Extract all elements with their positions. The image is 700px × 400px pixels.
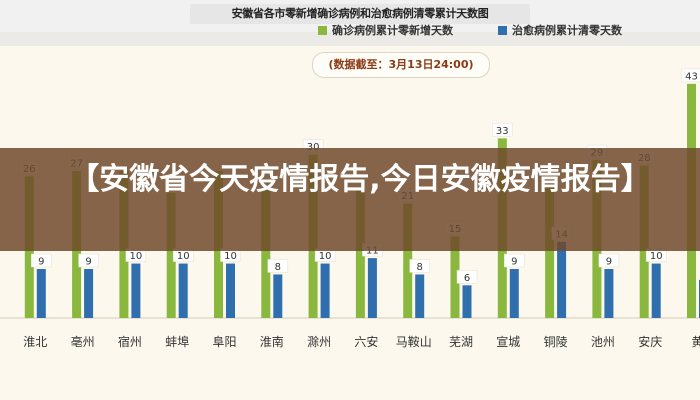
- x-tick-label-滁州: 滁州: [307, 334, 331, 349]
- x-tick-label-六安: 六安: [354, 334, 378, 349]
- bar-cured-芜湖: [462, 285, 472, 318]
- x-tick-label-宣城: 宣城: [496, 334, 520, 349]
- bar-cured-阜阳: [226, 263, 235, 318]
- data-label-cured-芜湖: 6: [464, 273, 470, 284]
- legend-label-confirmed: 确诊病例累计零新增天数: [332, 24, 453, 37]
- bar-cured-安庆: [651, 263, 661, 318]
- bar-cured-铜陵: [557, 241, 567, 318]
- data-label-box-cured-宣城: [504, 253, 525, 268]
- headline-text: 【安徽省今天疫情报告,今日安徽疫情报告】: [69, 162, 651, 197]
- x-tick-label-黄山: 黄: [691, 335, 700, 349]
- x-tick-label-芜湖: 芜湖: [449, 334, 473, 349]
- data-label-cured-六安: 11: [366, 246, 379, 257]
- bar-cured-淮北: [36, 269, 46, 318]
- bar-cured-宿州: [131, 263, 141, 318]
- x-tick-label-阜阳: 阜阳: [212, 335, 236, 349]
- data-label-box-confirmed-黄山: [681, 68, 700, 83]
- data-label-cured-淮南: 8: [275, 262, 281, 273]
- data-label-box-confirmed-宣城: [492, 123, 513, 137]
- header-bar: 安徽省各市零新增确诊病例和治愈病例清零累计天数图: [0, 0, 700, 32]
- bar-cured-池州: [604, 269, 614, 318]
- data-label-cured-宿州: 10: [130, 251, 143, 262]
- x-tick-label-池州: 池州: [591, 335, 615, 349]
- data-label-confirmed-宣城: 33: [496, 126, 509, 137]
- data-label-cured-阜阳: 10: [224, 251, 237, 262]
- data-label-box-cured-淮南: [267, 259, 289, 273]
- bar-confirmed-淮南: [261, 187, 271, 318]
- legend-swatch-confirmed: [318, 25, 327, 35]
- x-tick-label-淮北: 淮北: [23, 335, 47, 349]
- data-label-cured-滁州: 10: [319, 251, 332, 262]
- data-label-box-cured-芜湖: [456, 270, 478, 284]
- legend-label-cured: 治愈病例累计清零天数: [512, 24, 622, 37]
- x-tick-label-蚌埠: 蚌埠: [165, 335, 189, 349]
- legend-swatch-cured: [498, 25, 507, 35]
- bar-confirmed-蚌埠: [166, 192, 176, 318]
- data-label-cured-池州: 9: [606, 257, 612, 268]
- x-tick-label-铜陵: 铜陵: [544, 334, 568, 349]
- x-tick-label-马鞍山: 马鞍山: [396, 334, 432, 349]
- bar-cured-宣城: [509, 269, 519, 318]
- data-label-confirmed-黄山: 43: [685, 71, 698, 82]
- x-tick-label-淮南: 淮南: [260, 334, 284, 349]
- data-label-cured-亳州: 9: [85, 257, 91, 268]
- data-cutoff-annotation: (数据截至：3月13日24:00): [312, 52, 490, 78]
- bar-cured-淮南: [273, 274, 283, 318]
- data-label-box-cured-亳州: [78, 253, 99, 268]
- x-tick-label-亳州: 亳州: [71, 334, 95, 349]
- data-label-cured-蚌埠: 10: [177, 251, 190, 262]
- data-label-cured-安庆: 10: [650, 251, 663, 262]
- data-label-box-cured-池州: [598, 253, 620, 268]
- bar-cured-亳州: [84, 269, 94, 318]
- data-label-cured-马鞍山: 8: [417, 262, 423, 273]
- bar-cured-蚌埠: [178, 263, 188, 318]
- data-label-confirmed-滁州: 30: [307, 142, 320, 153]
- data-label-box-cured-淮北: [31, 253, 52, 268]
- headline-banner: 【安徽省今天疫情报告,今日安徽疫情报告】: [0, 148, 700, 251]
- bar-cured-滁州: [320, 263, 330, 318]
- chart-title: 安徽省各市零新增确诊病例和治愈病例清零累计天数图: [190, 4, 530, 24]
- bar-cured-六安: [367, 258, 377, 318]
- bar-cured-马鞍山: [415, 274, 425, 318]
- bar-confirmed-六安: [355, 187, 365, 318]
- legend-item-cured: 治愈病例累计清零天数: [498, 22, 622, 38]
- bar-confirmed-马鞍山: [403, 203, 413, 318]
- data-label-box-cured-马鞍山: [409, 259, 430, 273]
- x-tick-label-安庆: 安庆: [638, 334, 662, 349]
- legend-item-confirmed: 确诊病例累计零新增天数: [318, 22, 453, 38]
- data-label-cured-淮北: 9: [38, 257, 44, 268]
- x-tick-label-宿州: 宿州: [118, 334, 142, 349]
- data-label-cured-宣城: 9: [511, 257, 517, 268]
- bar-confirmed-芜湖: [450, 236, 460, 318]
